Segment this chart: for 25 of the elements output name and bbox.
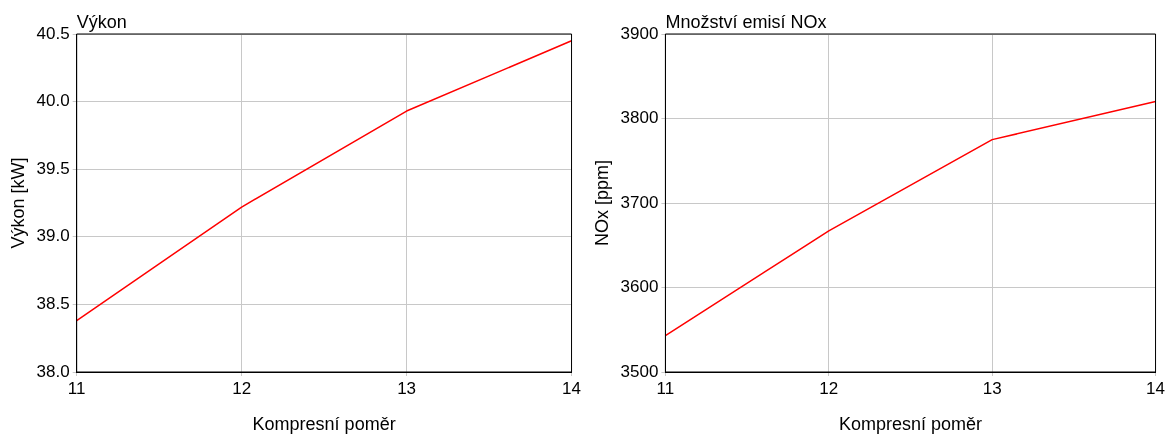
- y-tick-label: 40.5: [36, 23, 70, 43]
- y-tick-label: 40.0: [36, 91, 70, 111]
- y-tick-label: 39.5: [36, 158, 70, 178]
- y-tick-label: 3600: [620, 277, 659, 297]
- x-tick-label: 13: [982, 378, 1002, 398]
- chart-title: Množství emisí NOx: [665, 11, 827, 32]
- y-tick-label: 38.0: [36, 361, 70, 381]
- x-axis-title: Kompresní poměr: [252, 414, 396, 435]
- y-axis-title: Výkon [kW]: [7, 157, 28, 249]
- y-tick-label: 3700: [620, 192, 659, 212]
- x-tick-label: 11: [67, 378, 86, 398]
- y-axis-title: NOx [ppm]: [591, 159, 612, 247]
- y-tick-label: 3900: [620, 23, 659, 43]
- x-tick-label: 12: [819, 378, 839, 398]
- x-tick-label: 11: [656, 378, 675, 398]
- x-tick-label: 14: [1146, 378, 1166, 398]
- y-tick-label: 38.5: [36, 294, 70, 314]
- x-tick-label: 12: [232, 378, 252, 398]
- y-tick-label: 3500: [620, 361, 659, 381]
- y-tick-label: 39.0: [36, 226, 70, 246]
- x-tick-label: 14: [562, 378, 582, 398]
- chart-title: Výkon: [76, 11, 127, 32]
- y-tick-label: 3800: [620, 108, 659, 128]
- x-tick-label: 13: [397, 378, 417, 398]
- x-axis-title: Kompresní poměr: [838, 414, 983, 435]
